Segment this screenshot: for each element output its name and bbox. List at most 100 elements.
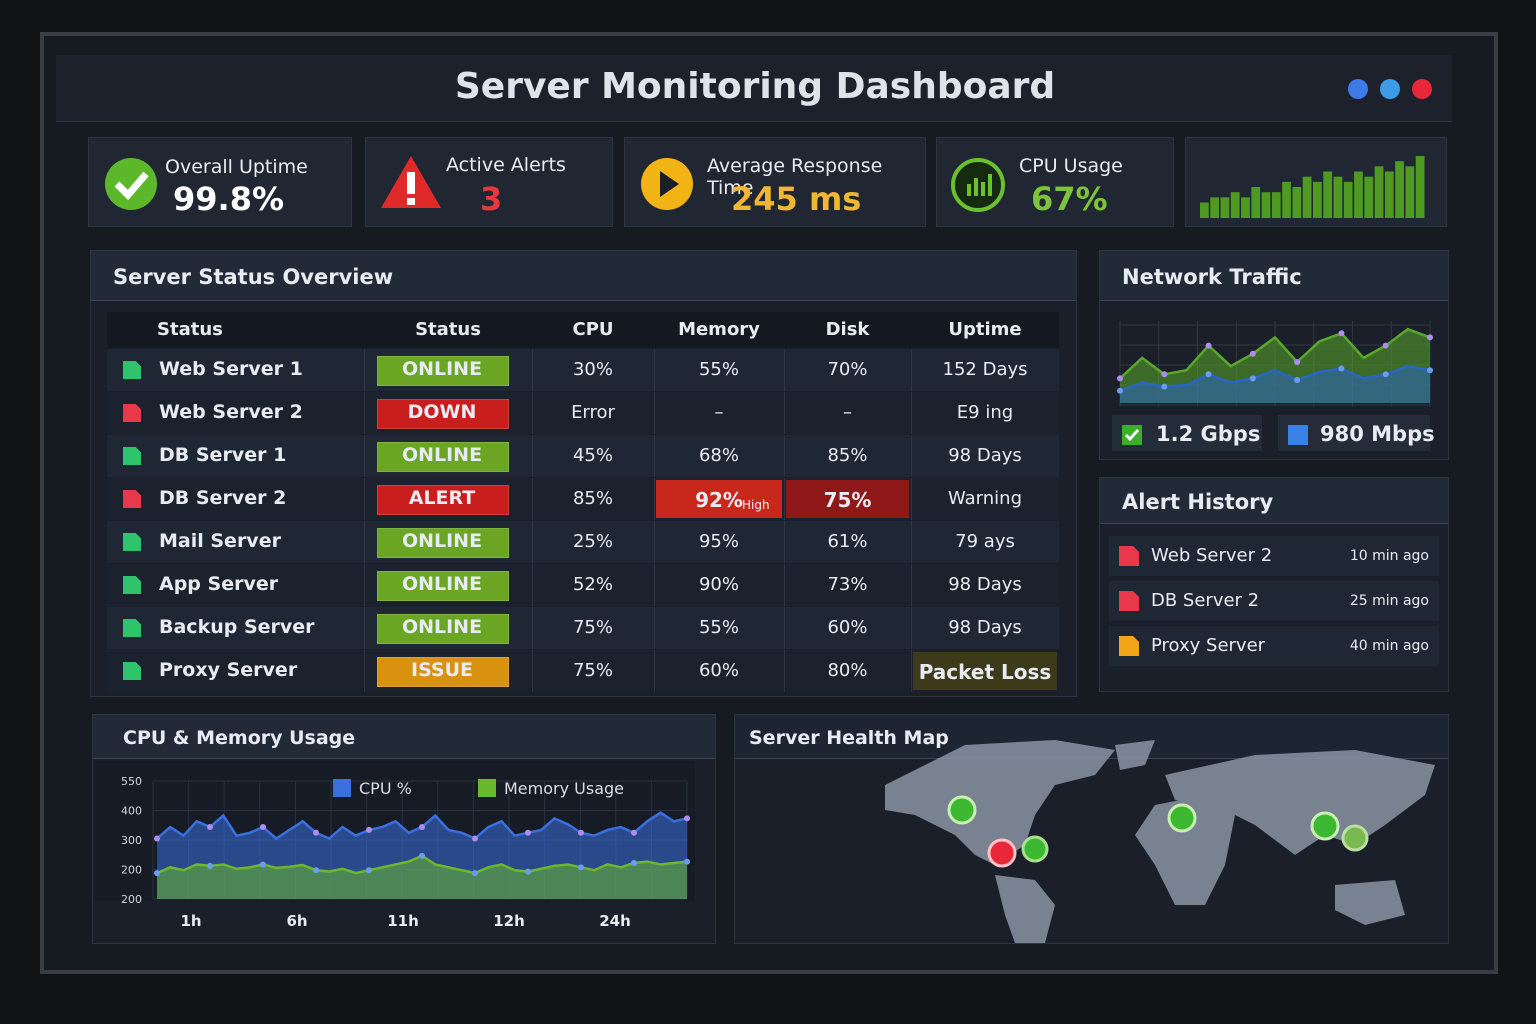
alert-row	[1109, 626, 1439, 666]
status-badge	[377, 399, 509, 429]
column-header: Memory	[678, 319, 760, 340]
spark-bar	[1241, 197, 1250, 218]
alert-name: Proxy Server	[1151, 635, 1266, 656]
point	[1382, 371, 1389, 378]
check-box	[1122, 425, 1142, 445]
panel-title: Network Traffic	[1100, 251, 1448, 301]
alert-icon	[1119, 591, 1139, 611]
point	[1249, 375, 1256, 382]
cell-divider	[364, 435, 365, 477]
status-text: ONLINE	[401, 444, 483, 466]
alert-icon	[1119, 546, 1139, 566]
point	[1338, 330, 1345, 337]
cell-divider	[911, 478, 912, 520]
spark-bar	[1395, 161, 1404, 218]
point	[1382, 342, 1389, 349]
kpi-value: 99.8%	[173, 180, 285, 218]
point	[1294, 359, 1301, 365]
cell-divider	[532, 349, 533, 391]
status-badge	[377, 614, 509, 644]
cell-divider	[654, 435, 655, 477]
alert-panel: Alert History Web Server 2 10 min ago DB S…	[1099, 477, 1449, 692]
point	[154, 835, 160, 842]
column-header: Uptime	[948, 319, 1022, 340]
line	[1119, 327, 1431, 380]
cell-divider	[364, 650, 365, 692]
x-tick-label: 12h	[493, 912, 525, 930]
y-tick-label: 400	[121, 805, 142, 818]
point	[578, 864, 584, 871]
cell-text: 60%	[698, 660, 739, 681]
spark-bar	[1343, 181, 1353, 218]
status-badge	[377, 442, 509, 472]
spark-bar	[1364, 176, 1374, 218]
spark-bar	[1374, 166, 1384, 218]
alert-time: 10 min ago	[1349, 548, 1429, 564]
cell-divider	[532, 435, 533, 477]
cell-divider	[364, 564, 365, 606]
network-panel: Network Traffic 1.2 Gbps 980 Mbps	[1099, 250, 1449, 460]
point	[684, 858, 690, 865]
legend-label: CPU %	[359, 779, 412, 798]
spark-bar	[1415, 156, 1425, 218]
server-name: Backup Server	[159, 616, 315, 638]
status-text: ONLINE	[401, 358, 483, 380]
cell-divider	[784, 478, 785, 520]
usage-panel: CPU & Memory Usage 550 400 300 200 200 1h 6h 11…	[92, 714, 716, 944]
spark-bar	[1200, 202, 1209, 218]
panel-title: CPU & Memory Usage	[93, 715, 715, 759]
cell-text: 98 Days	[948, 617, 1022, 638]
spark-bar	[1261, 192, 1271, 218]
point	[1205, 371, 1212, 378]
status-badge	[377, 356, 509, 386]
spark-bar	[1220, 197, 1230, 218]
cell-text: 90%	[698, 574, 739, 595]
page-title: Server Monitoring Dashboard	[454, 66, 1056, 107]
spark-bar	[1333, 176, 1343, 218]
cell-divider	[654, 392, 655, 434]
spark-bar	[1405, 166, 1415, 218]
kpi-card: Active Alerts 3	[365, 137, 613, 227]
cell-text: 80%	[827, 660, 868, 681]
cell-divider	[784, 564, 785, 606]
x-tick-label: 24h	[599, 912, 631, 930]
cell-highlight	[913, 652, 1057, 690]
spark-bar	[1313, 181, 1322, 218]
alert-name: Web Server 2	[1151, 545, 1273, 566]
network-chart	[1117, 321, 1433, 407]
play-icon	[641, 158, 693, 210]
kpi-label: CPU Usage	[1019, 155, 1123, 177]
cell-text: 98 Days	[948, 574, 1022, 595]
cell-text: 75%	[823, 488, 872, 512]
cell-divider	[784, 607, 785, 649]
cell-text: 45%	[572, 445, 613, 466]
cell-divider	[784, 349, 785, 391]
server-name: Web Server 1	[159, 358, 303, 380]
point	[260, 824, 266, 831]
cell-divider	[532, 564, 533, 606]
cell-divider	[911, 607, 912, 649]
status-text: DOWN	[407, 401, 477, 423]
point	[1338, 365, 1345, 372]
cell-divider	[532, 650, 533, 692]
point	[1427, 367, 1433, 374]
cell-text: 52%	[572, 574, 613, 595]
spark-bar	[1282, 181, 1291, 218]
world-map	[885, 740, 1435, 943]
status-text: ONLINE	[401, 573, 483, 595]
cell-text: 95%	[698, 531, 739, 552]
cell-divider	[784, 435, 785, 477]
alert-row	[1109, 536, 1439, 576]
status-table: Status Status CPU Memory Disk Uptime Web Serve…	[107, 312, 1059, 692]
high-label: High	[742, 498, 770, 512]
cell-text: Packet Loss	[918, 660, 1052, 684]
cell-divider	[784, 392, 785, 434]
cell-text: 61%	[827, 531, 868, 552]
cell-divider	[911, 435, 912, 477]
cell-divider	[532, 478, 533, 520]
column-header: Disk	[825, 319, 870, 340]
cell-text: 98 Days	[948, 445, 1022, 466]
cell-divider	[532, 607, 533, 649]
window-dot	[1412, 79, 1432, 99]
